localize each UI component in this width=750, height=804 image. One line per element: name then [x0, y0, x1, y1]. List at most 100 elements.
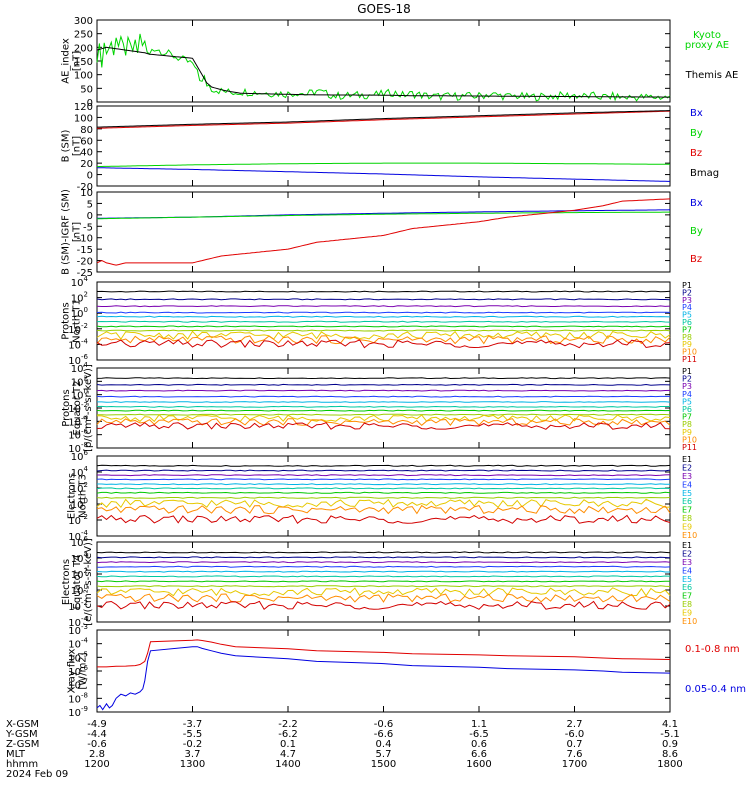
- footer-value: 4.7: [280, 749, 296, 760]
- panel-3-series-by: [97, 211, 670, 220]
- panel-8-ylabel: [W/m2]: [78, 652, 89, 689]
- panel-5-legend-p7: P7: [682, 413, 692, 422]
- panel-3-ytick-label: -10: [77, 234, 93, 245]
- panel-8-ytick-exp: -3: [81, 623, 88, 631]
- footer-value: 1.1: [471, 719, 487, 730]
- panel-2-ytick-label: 60: [80, 136, 93, 147]
- panel-4-legend-p11: P11: [682, 355, 697, 364]
- panel-5-legend-p4: P4: [682, 390, 692, 399]
- footer-value: 0.9: [662, 739, 678, 750]
- panel-7-channel-e11: [96, 600, 671, 611]
- panel-7-legend-e8: E8: [682, 600, 692, 609]
- panel-5-ytick-exp: -2: [81, 401, 88, 409]
- panel-2-ytick-label: 120: [74, 102, 93, 113]
- panel-1-series-kyoto-proxy-ae: [96, 33, 671, 102]
- panel-4-ytick-exp: 4: [84, 275, 89, 283]
- chart-title: GOES-18: [357, 2, 411, 16]
- panel-6-ytick-exp: -2: [81, 513, 88, 521]
- panel-4-legend-p3: P3: [682, 296, 692, 305]
- panel-1-series-themis-ae: [96, 46, 670, 98]
- panel-5-legend-p2: P2: [682, 375, 692, 384]
- panel-2-ytick-label: 40: [80, 148, 93, 159]
- footer-value: 0.6: [471, 739, 487, 750]
- panel-2-ylabel: B (SM): [61, 129, 72, 162]
- panel-3-ytick-label: -25: [77, 268, 93, 279]
- footer-value: 0.7: [567, 739, 583, 750]
- panel-7-ytick-exp: 2: [84, 567, 88, 575]
- panel-4-frame: [96, 281, 671, 361]
- panel-2-ylabel: [nT]: [72, 136, 83, 156]
- panel-8-ytick-label: 10-9: [68, 705, 88, 719]
- panel-3-legend-2: Bz: [690, 254, 702, 265]
- footer-value: -5.1: [660, 729, 680, 740]
- panel-7-channel-e5: [96, 570, 670, 573]
- footer-row-label: hhmm: [6, 759, 38, 770]
- panel-6-channel-e3: [97, 474, 671, 477]
- panel-5-channel-p7: [96, 409, 671, 412]
- panel-4-ytick-label: 104: [71, 275, 89, 289]
- footer-value: 8.6: [662, 749, 678, 760]
- footer-value: 1200: [84, 759, 109, 770]
- panel-5-frame: [96, 367, 671, 449]
- panel-6-channel-e9: [96, 498, 671, 509]
- panel-4-channel-p5: [96, 315, 671, 318]
- panel-6-legend-e1: E1: [682, 455, 692, 464]
- footer-value: -4.4: [87, 729, 107, 740]
- panel-4-legend-p10: P10: [682, 348, 697, 357]
- panel-2-series-bz: [96, 110, 671, 129]
- panel-3-ytick-label: 10: [80, 188, 93, 199]
- footer-value: 2.7: [567, 719, 583, 730]
- panel-2-ytick-label: 20: [80, 159, 93, 170]
- panel-7-legend-e3: E3: [682, 558, 692, 567]
- panel-7-ylabel: [e/(cm²-s-sr-keV)]: [83, 538, 94, 626]
- footer-value: 1300: [180, 759, 205, 770]
- panel-4-ytick-exp: -4: [81, 337, 89, 345]
- panel-7-channel-e3: [96, 561, 671, 564]
- panel-4-ylabel: North T1: [72, 299, 83, 343]
- footer-value: 1700: [562, 759, 587, 770]
- panel-2-ytick-label: 80: [80, 125, 93, 136]
- panel-1-ylabel: [nT]: [72, 51, 83, 71]
- panel-2-ytick-label: 100: [74, 113, 93, 124]
- panel-3-series-bz: [96, 198, 671, 266]
- panel-3-ytick-label: 0: [87, 211, 93, 222]
- panel-8-series-0-05-0-4-nm: [96, 646, 671, 711]
- panel-5-channel-p1: [96, 377, 671, 380]
- panel-3-legend-0: Bx: [690, 198, 703, 209]
- panel-3-frame: [96, 191, 671, 273]
- panel-7-legend-e7: E7: [682, 592, 692, 601]
- panel-5-channel-p10: [96, 418, 671, 427]
- panel-1-ytick-label: 250: [74, 30, 93, 41]
- panel-8-series-0-1-0-8-nm: [97, 639, 671, 668]
- panel-5-ytick-exp: 2: [84, 374, 88, 382]
- panel-8-ylabel: Xray flux: [67, 649, 78, 694]
- panel-4-channel-p2: [96, 298, 671, 301]
- footer-row-label: Y-GSM: [5, 729, 38, 740]
- footer-value: -0.6: [374, 719, 394, 730]
- footer-value: -0.6: [87, 739, 107, 750]
- panel-4-ylabel: Protons: [61, 302, 72, 339]
- panel-6-channel-e4: [96, 478, 671, 481]
- panel-4-legend-p1: P1: [682, 281, 692, 290]
- panel-6-channel-e2: [96, 469, 671, 472]
- panel-5-channel-p8: [97, 413, 671, 416]
- panel-5-ytick-exp: -6: [81, 428, 89, 436]
- panel-5-channel-p6: [96, 405, 670, 408]
- panel-6-channel-e5: [97, 483, 670, 486]
- panel-7-legend-e5: E5: [682, 575, 692, 584]
- panel-6-ytick-label: 106: [71, 449, 89, 463]
- panel-1-legend-0: Kyoto: [693, 30, 721, 41]
- panel-7-channel-e1: [96, 551, 671, 554]
- panel-5-channel-p4: [96, 395, 670, 398]
- panel-5-channel-p2: [96, 383, 671, 386]
- panel-6-channel-e8: [96, 496, 671, 499]
- panel-6-frame: [96, 455, 671, 537]
- panel-7-legend-e6: E6: [682, 583, 692, 592]
- panel-4-channel-p6: [96, 320, 671, 323]
- panel-7-legend-e4: E4: [682, 566, 692, 575]
- panel-7-legend-e9: E9: [682, 609, 692, 618]
- panel-4-channel-p10: [96, 335, 671, 345]
- panel-7-channel-e6: [96, 575, 671, 578]
- footer-value: -5.5: [183, 729, 203, 740]
